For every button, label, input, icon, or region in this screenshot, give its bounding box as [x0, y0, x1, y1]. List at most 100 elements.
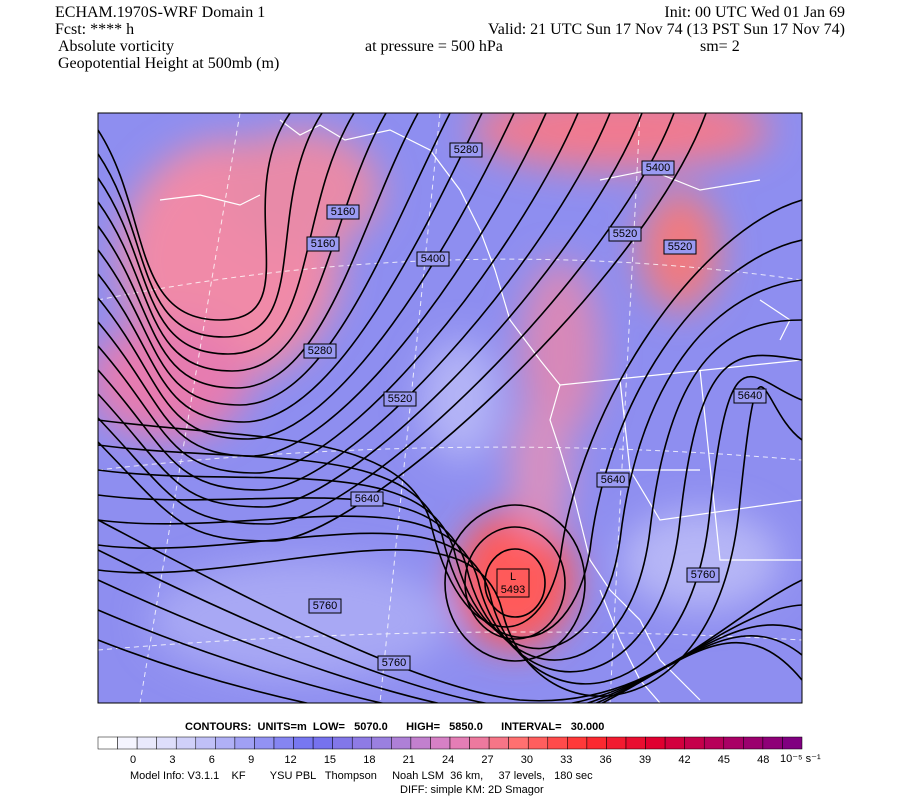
colorbar-box [762, 736, 783, 750]
colorbar-tick-label: 42 [678, 754, 690, 766]
contour-line [98, 113, 323, 338]
colorbar-box [332, 736, 353, 750]
contour-line [98, 354, 802, 673]
contour-line [98, 113, 643, 508]
contour-line [98, 113, 451, 406]
contour-line [98, 113, 355, 355]
colorbar-box [449, 736, 470, 750]
label-box [496, 568, 530, 598]
label-box [686, 567, 720, 583]
contour-line [484, 548, 546, 618]
label-box [303, 343, 337, 359]
contour-line [98, 579, 802, 703]
contour-line [98, 113, 707, 542]
colorbar-tick-label: 0 [130, 754, 136, 766]
diff-info: DIFF: simple KM: 2D Smagor [400, 784, 544, 796]
colorbar-box [195, 736, 216, 750]
colorbar-box [508, 736, 529, 750]
contour-line [444, 504, 586, 662]
low-value: 5493 [501, 584, 525, 596]
label-box [449, 142, 483, 158]
label-box [416, 251, 450, 267]
colorbar-tick-label: 30 [521, 754, 533, 766]
colorbar-tick-label: 3 [169, 754, 175, 766]
colorbar-box [391, 736, 412, 750]
label-box [733, 388, 767, 404]
colorbar-box [234, 736, 255, 750]
colorbar-box [743, 736, 764, 750]
smoothing: sm= 2 [700, 38, 740, 55]
colorbar-box [606, 736, 627, 750]
contour-line [98, 639, 802, 703]
contour-label: 5520 [668, 241, 692, 253]
contour-line [98, 319, 802, 661]
contour-label: 5520 [388, 393, 412, 405]
colorbar-tick-label: 36 [600, 754, 612, 766]
colorbar-tick-label: 18 [363, 754, 375, 766]
contour-line [98, 113, 419, 389]
contour-line [98, 519, 802, 702]
colorbar-box [254, 736, 275, 750]
contour-line [98, 549, 802, 703]
field-name: Geopotential Height at 500mb (m) [58, 55, 279, 72]
colorbar: 0 3 6 9 12 15 18 21 24 27 30 33 36 39 42 45 48 10⁻⁵ s⁻¹ [97, 736, 821, 766]
colorbar-box [410, 736, 431, 750]
colorbar-box [703, 736, 725, 750]
colorbar-tick-label: 24 [442, 754, 454, 766]
colorbar-box [136, 736, 157, 750]
height-contours [98, 113, 802, 703]
contour-label: 5760 [691, 569, 715, 581]
contour-line [98, 113, 675, 525]
coastlines [159, 119, 802, 703]
contour-label: 5760 [382, 657, 406, 669]
contour-labels: 5280 5400 5160 5160 5520 5520 5400 5280 5520 5640… [303, 142, 767, 671]
colorbar-box [312, 736, 333, 750]
colorbar-unit: 10⁻⁵ s⁻¹ [780, 753, 821, 765]
valid-time: Valid: 21 UTC Sun 17 Nov 74 (13 PST Sun … [488, 21, 845, 38]
colorbar-box [215, 736, 236, 750]
contour-label: 5280 [454, 144, 478, 156]
colorbar-box [469, 736, 490, 750]
colorbar-tick-label: 27 [481, 754, 493, 766]
label-box [596, 472, 630, 488]
colorbar-box [586, 736, 607, 750]
contour-line [98, 113, 579, 474]
model-title: ECHAM.1970S-WRF Domain 1 [55, 4, 265, 21]
label-box [308, 598, 342, 614]
label-box [306, 236, 340, 252]
colorbar-tick-label: 45 [718, 754, 730, 766]
map: 5280 5400 5160 5160 5520 5520 5400 5280 5520 5640… [98, 113, 802, 703]
colorbar-tick-label: 12 [284, 754, 296, 766]
colorbar-box [723, 736, 744, 750]
model-info: Model Info: V3.1.1 KF YSU PBL Thompson N… [130, 770, 593, 782]
colorbar-box [547, 736, 568, 750]
contour-label: 5520 [613, 228, 637, 240]
contour-line [98, 609, 802, 703]
contour-label: 5280 [308, 345, 332, 357]
contour-line [98, 113, 291, 321]
colorbar-box [567, 736, 588, 750]
contour-label: 5400 [421, 253, 445, 265]
contour-line [98, 113, 515, 440]
contour-label: 5160 [331, 206, 355, 218]
colorbar-box [664, 736, 685, 750]
colorbar-box [371, 736, 392, 750]
contour-label: 5760 [313, 600, 337, 612]
colorbar-box [117, 736, 138, 750]
contour-label: 5640 [601, 474, 625, 486]
colorbar-tick-label: 33 [560, 754, 572, 766]
contour-line [464, 526, 566, 640]
label-box [641, 160, 675, 176]
colorbar-box [156, 736, 177, 750]
contour-label: 5400 [646, 162, 670, 174]
colorbar-box [351, 736, 373, 750]
forecast-hour: Fcst: **** h [55, 21, 134, 38]
colorbar-tick-label: 9 [248, 754, 254, 766]
init-time: Init: 00 UTC Wed 01 Jan 69 [664, 4, 845, 21]
label-box [377, 655, 411, 671]
label-box [326, 204, 360, 220]
contour-line [98, 113, 611, 491]
contour-label: 5640 [355, 493, 379, 505]
colorbar-tick-label: 48 [757, 754, 769, 766]
